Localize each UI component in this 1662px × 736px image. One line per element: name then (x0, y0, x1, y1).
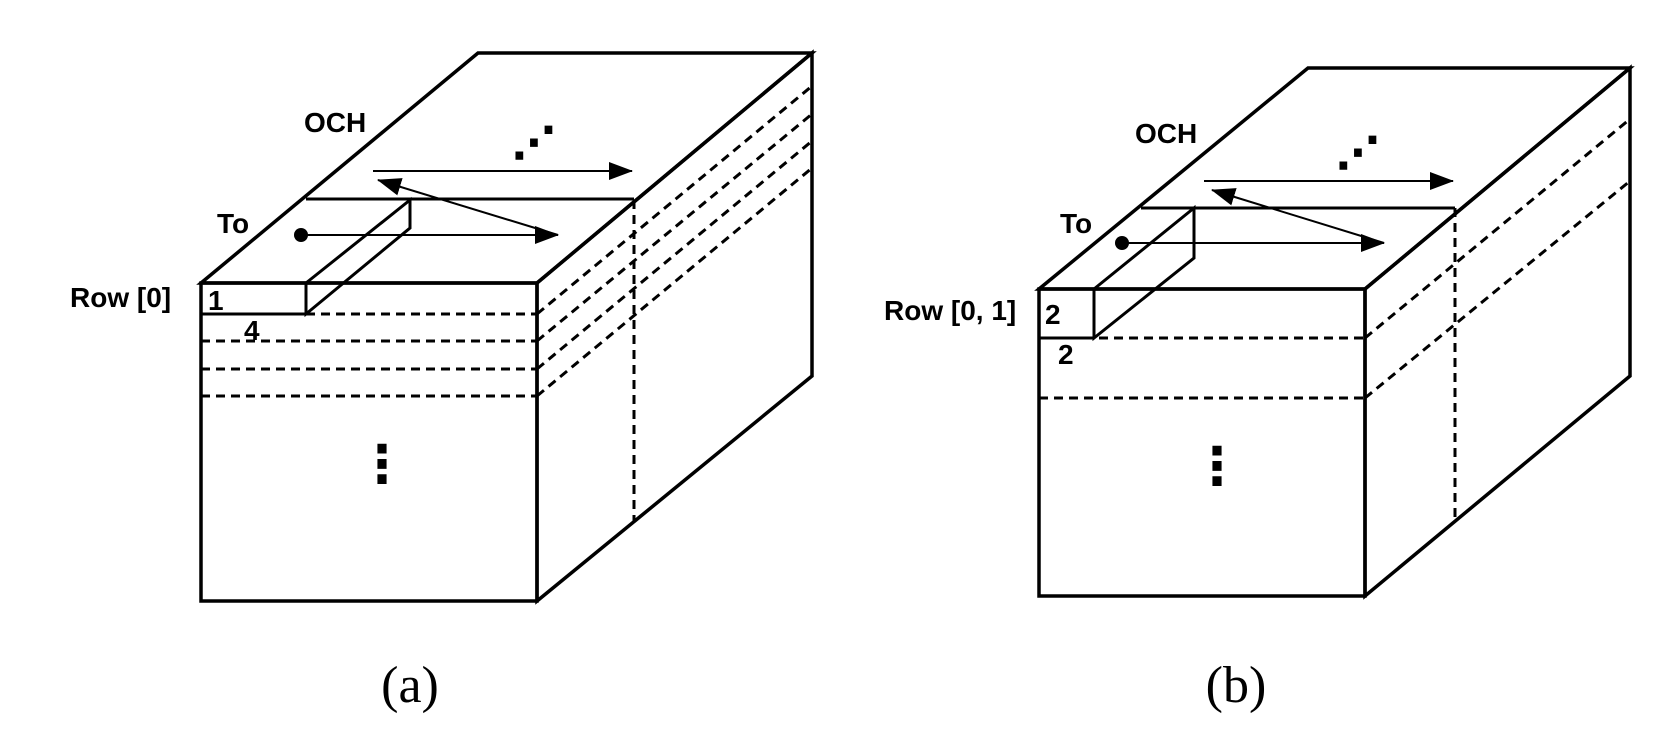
cube-a-front-face (199, 281, 539, 603)
panel-a: OCH To Row [0] 1 4 ⋰ ⋮ (a) (70, 49, 817, 714)
side-row-dividers-b (1364, 117, 1631, 400)
front-row-dividers-a (201, 312, 537, 398)
front-row-dividers-b (1039, 336, 1365, 400)
traversal-arrows-b (1115, 172, 1454, 252)
top-ellipsis-b: ⋰ (1336, 129, 1380, 178)
panel-b: OCH To Row [0, 1] 2 2 ⋰ ⋮ (b) (884, 64, 1635, 714)
to-label-a: To (217, 208, 249, 239)
caption-b: (b) (1206, 657, 1267, 714)
row-label-a: Row [0] (70, 282, 171, 313)
tile-height-label-b: 2 (1045, 299, 1061, 330)
side-row-dividers-a (536, 84, 813, 398)
tile-width-label-a: 4 (244, 315, 260, 346)
arrow-return-a (377, 178, 559, 236)
top-ellipsis-a: ⋰ (512, 119, 556, 168)
cube-b-top-face (1034, 66, 1635, 291)
tile-side-b (1092, 204, 1196, 342)
caption-a: (a) (381, 657, 439, 714)
to-label-b: To (1060, 208, 1092, 239)
cube-a-top-face (196, 51, 817, 285)
tile-side-a (304, 196, 412, 318)
arrow-return-b (1211, 188, 1385, 244)
front-ellipsis-a: ⋮ (356, 436, 408, 494)
tile-width-label-b: 2 (1058, 339, 1074, 370)
och-label-a: OCH (304, 107, 366, 138)
traversal-arrows-a (294, 162, 633, 244)
cube-b-side-face (1363, 64, 1632, 600)
cube-b-front-face (1037, 287, 1367, 598)
row-label-b: Row [0, 1] (884, 295, 1016, 326)
front-ellipsis-b: ⋮ (1191, 438, 1243, 496)
cube-a-side-face (535, 49, 814, 605)
och-label-b: OCH (1135, 118, 1197, 149)
tile-height-label-a: 1 (208, 285, 224, 316)
